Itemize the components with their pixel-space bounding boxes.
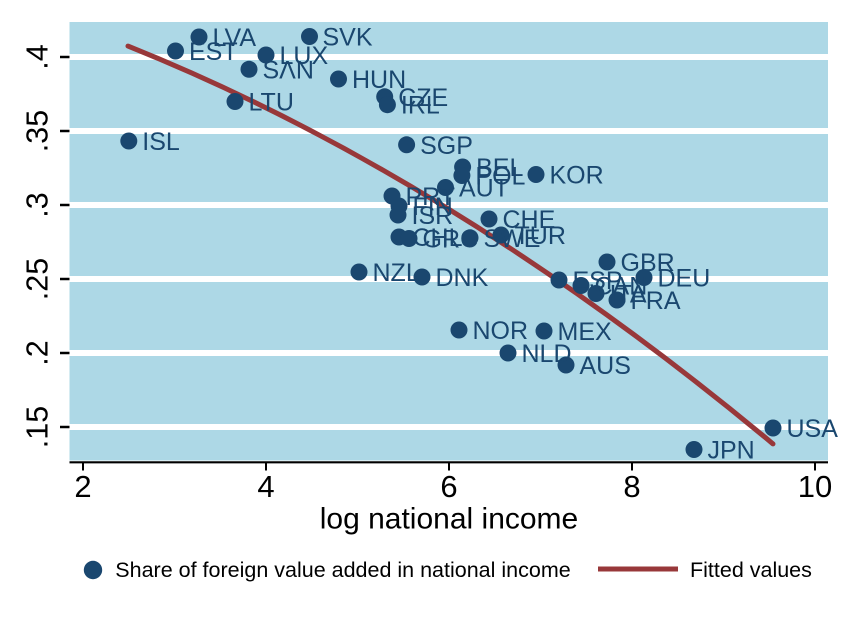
svg-text:LVA: LVA: [213, 24, 257, 52]
svg-text:NLD: NLD: [522, 340, 572, 368]
svg-text:.25: .25: [21, 258, 55, 300]
svg-text:LTU: LTU: [249, 89, 294, 117]
svg-text:IRL: IRL: [401, 92, 440, 120]
svg-text:.3: .3: [21, 192, 55, 217]
svg-text:Share of foreign value added i: Share of foreign value added in national…: [115, 558, 570, 582]
svg-text:SWE: SWE: [484, 225, 541, 253]
svg-text:KOR: KOR: [550, 162, 604, 190]
svg-text:.35: .35: [21, 110, 55, 152]
svg-text:6: 6: [440, 469, 457, 504]
svg-text:log national income: log national income: [320, 503, 579, 536]
svg-text:ISL: ISL: [142, 128, 180, 156]
svg-text:GBR: GBR: [621, 249, 675, 277]
svg-text:TUR: TUR: [515, 222, 566, 250]
svg-text:.2: .2: [21, 340, 55, 365]
svg-text:LUX: LUX: [280, 42, 329, 70]
svg-text:FIN: FIN: [413, 193, 453, 221]
svg-text:10: 10: [798, 469, 832, 504]
svg-text:.4: .4: [21, 44, 55, 69]
svg-text:DNK: DNK: [436, 264, 489, 292]
svg-text:CZE: CZE: [398, 84, 448, 112]
svg-text:CHL: CHL: [413, 224, 463, 252]
svg-text:8: 8: [623, 469, 640, 504]
svg-text:USA: USA: [787, 415, 839, 443]
svg-text:2: 2: [74, 469, 91, 504]
svg-text:JPN: JPN: [708, 437, 755, 465]
svg-text:FRA: FRA: [631, 287, 681, 315]
svg-text:.15: .15: [21, 406, 55, 448]
svg-text:BEL: BEL: [476, 154, 523, 182]
svg-text:AUT: AUT: [459, 175, 509, 203]
svg-text:CAN: CAN: [595, 273, 648, 301]
svg-text:NOR: NOR: [473, 317, 529, 345]
svg-text:4: 4: [257, 469, 274, 504]
svg-text:CHE: CHE: [503, 206, 556, 234]
svg-text:ESP: ESP: [573, 267, 623, 295]
svg-text:POL: POL: [475, 163, 525, 191]
svg-text:PRT: PRT: [406, 183, 456, 211]
svg-text:ISR: ISR: [412, 202, 454, 230]
svg-text:NZL: NZL: [373, 259, 420, 287]
svg-text:MEX: MEX: [558, 318, 613, 346]
svg-text:Fitted values: Fitted values: [690, 558, 812, 582]
svg-text:SVK: SVK: [323, 24, 373, 52]
svg-text:SΛN: SΛN: [263, 56, 314, 84]
svg-text:GRC: GRC: [423, 226, 479, 254]
svg-text:HUN: HUN: [352, 66, 406, 94]
svg-text:DEU: DEU: [658, 265, 711, 293]
svg-text:ITA: ITA: [610, 281, 647, 309]
svg-text:AUS: AUS: [580, 352, 631, 380]
svg-text:SGP: SGP: [420, 132, 473, 160]
svg-text:EST: EST: [189, 38, 238, 66]
